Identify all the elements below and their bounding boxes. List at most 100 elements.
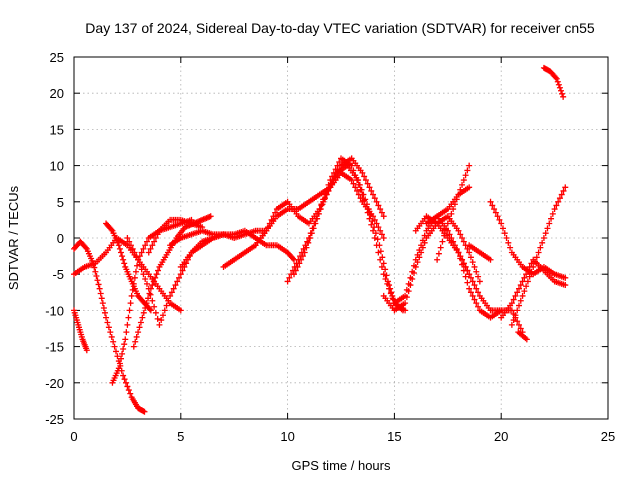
data-point [384,278,391,285]
data-point [303,244,310,251]
data-point [298,256,305,263]
data-point [315,210,322,217]
data-point [98,295,105,302]
data-point [530,263,537,270]
data-point [510,317,517,324]
data-point [133,253,140,260]
data-point [140,271,147,278]
data-point [464,279,471,286]
data-point [154,315,161,322]
data-point [464,245,471,252]
data-point [136,324,143,331]
data-point [123,329,130,336]
data-point [121,376,128,383]
data-point [475,273,482,280]
data-point [380,235,387,241]
data-point [294,263,301,270]
data-point [145,249,152,256]
data-point [459,261,466,268]
data-point [99,300,106,307]
data-point [104,319,111,326]
data-point [521,274,528,281]
x-tick-label: 25 [601,429,615,444]
data-point [133,333,140,340]
data-point [556,84,563,91]
data-point [291,271,298,278]
data-point [300,245,307,252]
data-point [136,261,143,268]
data-point [553,75,560,82]
data-point [462,263,469,270]
data-point [129,245,136,252]
data-point [130,343,137,350]
data-point [307,235,314,241]
data-point [510,296,517,303]
data-point [174,278,181,285]
series-sat-26 [540,64,567,100]
data-point [553,202,560,209]
data-point [462,273,469,280]
y-tick-label: -20 [45,376,64,391]
data-point [466,249,473,256]
data-point [421,232,428,239]
data-point [122,379,129,386]
data-point [487,256,494,263]
data-point [305,239,312,246]
series-sat-1 [71,307,90,354]
data-point [471,263,478,270]
y-tick-label: 5 [57,195,64,210]
data-point [361,173,368,180]
data-point [491,206,498,213]
data-point [360,191,367,198]
data-point [266,220,273,227]
data-point [152,274,159,281]
data-point [158,317,165,324]
data-point [143,280,150,287]
data-point [141,408,148,415]
data-point [556,195,563,202]
chart-title: Day 137 of 2024, Sidereal Day-to-day VTE… [85,20,595,36]
data-point [336,158,343,165]
data-point [138,266,145,273]
data-point [467,254,474,261]
data-point [540,235,547,241]
data-point [134,262,141,269]
data-point [380,260,387,267]
data-point [121,341,128,348]
data-point [450,238,457,245]
data-point [549,210,556,217]
data-point [399,307,406,314]
data-point [130,280,137,287]
y-axis-label: SDTVAR / TECUs [6,185,21,290]
data-point [357,195,364,202]
data-point [286,274,293,281]
data-point [457,186,464,193]
data-point [355,177,362,184]
data-point [165,297,172,304]
data-point [161,307,168,314]
data-point [160,312,166,319]
data-point [528,260,535,267]
data-point [374,236,381,243]
data-point [113,348,120,355]
data-point [108,333,115,340]
data-point [537,244,544,251]
data-point [498,220,505,227]
data-point [321,196,328,203]
data-point [466,285,473,292]
data-point [132,268,139,275]
data-point [103,314,110,321]
data-point [140,309,147,316]
data-point [383,272,390,279]
x-axis-label: GPS time / hours [292,458,391,473]
data-point [107,329,114,336]
data-point [523,336,530,343]
data-point [546,220,553,227]
data-point [471,282,478,289]
data-point [375,202,382,209]
data-point [512,312,519,319]
data-point [455,227,462,234]
data-point [544,225,551,232]
data-point [326,184,333,191]
